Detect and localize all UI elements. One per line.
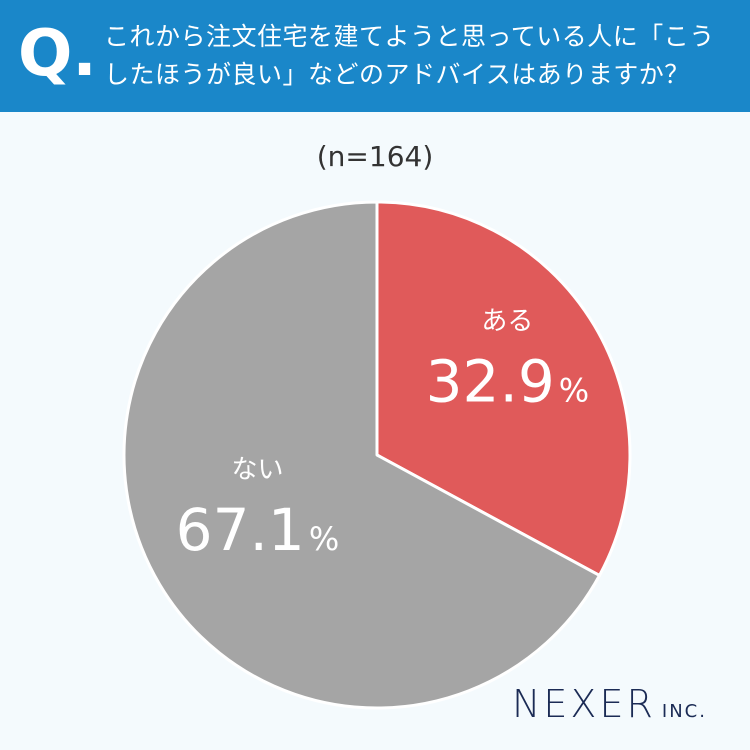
slice-value-1: 67.1% bbox=[176, 496, 340, 564]
slice-label-0: ある bbox=[481, 306, 533, 336]
pie-slice-0 bbox=[375, 200, 632, 577]
question-mark: Q. bbox=[18, 17, 97, 91]
company-logo: NEXER INC. bbox=[512, 682, 707, 726]
question-text-line-2: したほうが良い」などのアドバイスはありますか？ bbox=[104, 60, 690, 89]
sample-size: (n=164) bbox=[316, 140, 434, 173]
question-text-line-1: これから注文住宅を建てようと思っている人に「こう bbox=[104, 22, 715, 51]
logo-name: NEXER bbox=[512, 682, 656, 726]
pie-slice-1 bbox=[122, 200, 601, 710]
slice-value-0: 32.9% bbox=[426, 347, 590, 415]
logo-suffix: INC. bbox=[661, 701, 707, 722]
slice-label-1: ない bbox=[231, 455, 283, 485]
question-header: Q. これから注文住宅を建てようと思っている人に「こう したほうが良い」などのア… bbox=[0, 0, 750, 112]
